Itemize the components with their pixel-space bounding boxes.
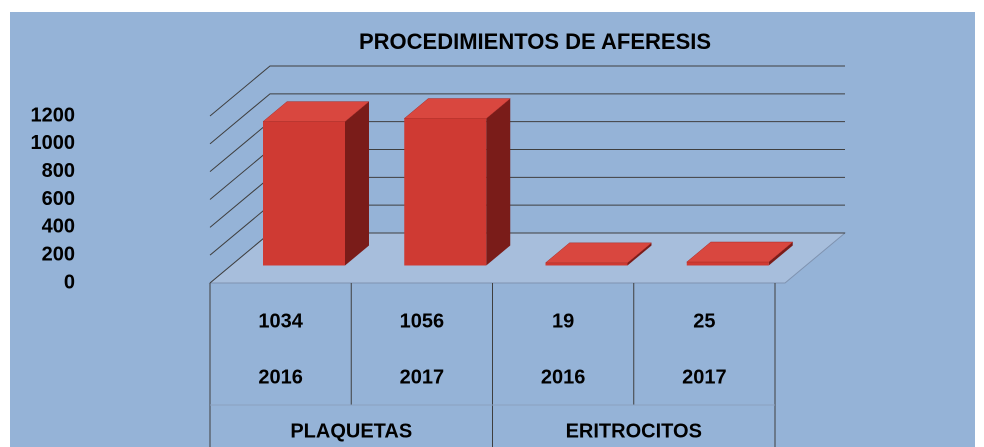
bar-top xyxy=(403,98,511,119)
y-tick-label: 1000 xyxy=(31,132,76,154)
chart-title: PROCEDIMIENTOS DE AFERESIS xyxy=(359,29,711,54)
table-value: 1056 xyxy=(400,310,445,332)
bar-front xyxy=(263,121,345,266)
table-value: 25 xyxy=(693,310,715,332)
grid-line xyxy=(209,93,845,145)
y-tick-label: 800 xyxy=(42,160,75,182)
bar-side xyxy=(486,98,511,266)
bar-front xyxy=(545,262,628,266)
table-group: ERITROCITOS xyxy=(566,420,702,442)
y-tick-label: 0 xyxy=(64,271,75,293)
table-value: 19 xyxy=(552,310,574,332)
bar-top xyxy=(544,242,653,264)
y-tick-label: 1200 xyxy=(31,104,76,126)
grid-line xyxy=(209,65,845,117)
bar-side xyxy=(345,101,369,266)
bar-side xyxy=(627,242,652,266)
y-tick-label: 400 xyxy=(42,216,75,238)
bar-side xyxy=(768,242,793,266)
bar-front xyxy=(404,118,487,266)
bar-top xyxy=(686,241,794,263)
y-tick-label: 200 xyxy=(42,243,75,265)
table-category: 2017 xyxy=(682,366,727,388)
table-value: 1034 xyxy=(258,310,303,332)
bar-top xyxy=(262,101,370,122)
y-tick-label: 600 xyxy=(42,188,75,210)
table-category: 2016 xyxy=(258,366,303,388)
table-category: 2016 xyxy=(541,366,586,388)
table-category: 2017 xyxy=(400,366,445,388)
table-group: PLAQUETAS xyxy=(290,420,412,442)
bar-front xyxy=(686,262,769,266)
